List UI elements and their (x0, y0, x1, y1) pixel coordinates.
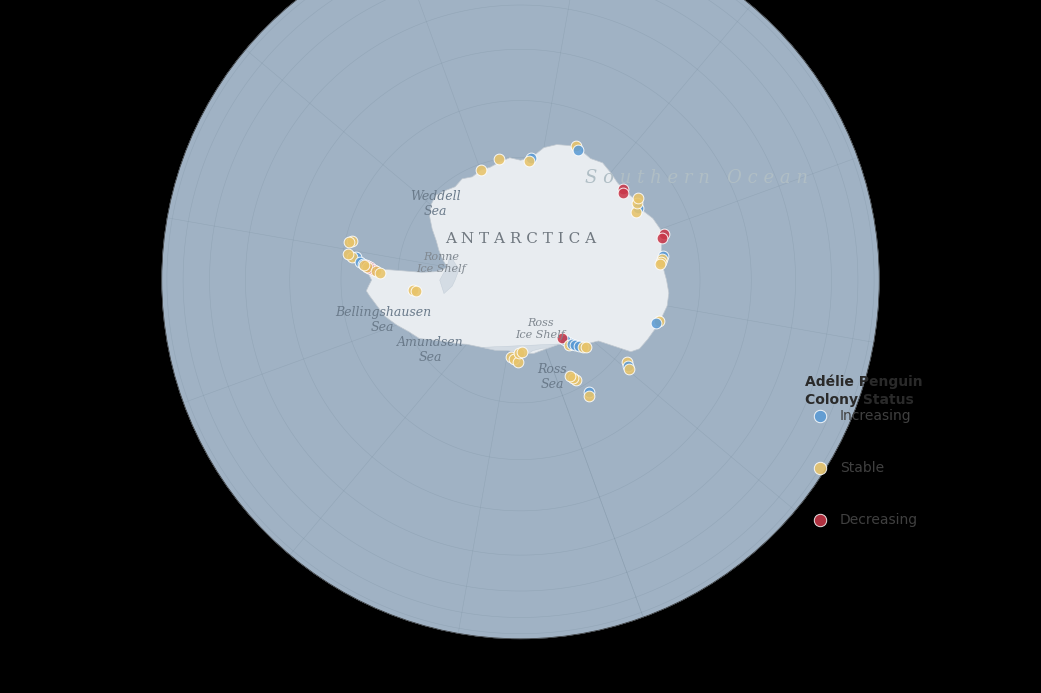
Point (614, 187, 631, 198)
Point (561, 371, 578, 382)
Point (581, 390, 598, 401)
Point (619, 360, 636, 371)
Point (520, 155, 537, 166)
Point (365, 264, 382, 275)
Point (822, 158, 839, 169)
Point (567, 374, 584, 385)
Polygon shape (361, 145, 668, 353)
Point (629, 197, 645, 208)
Point (513, 346, 530, 357)
Point (615, 184, 632, 195)
Text: Ronne
Ice Shelf: Ronne Ice Shelf (416, 252, 466, 274)
Polygon shape (482, 344, 565, 354)
Point (363, 263, 380, 274)
Text: Bellingshausen
Sea: Bellingshausen Sea (335, 306, 431, 333)
Point (511, 348, 528, 359)
Point (620, 364, 637, 375)
Point (652, 258, 668, 270)
Point (569, 145, 586, 156)
Text: A N T A R C T I C A: A N T A R C T I C A (445, 232, 596, 247)
Text: Decreasing: Decreasing (840, 513, 918, 527)
Point (561, 339, 578, 350)
Circle shape (161, 0, 880, 639)
Point (651, 316, 667, 327)
Point (648, 317, 664, 328)
Text: Weddell
Sea: Weddell Sea (410, 190, 461, 218)
Point (656, 228, 672, 239)
Point (581, 387, 598, 398)
Polygon shape (439, 254, 459, 294)
Text: Ross
Sea: Ross Sea (537, 363, 567, 391)
Point (509, 356, 526, 367)
Point (628, 207, 644, 218)
Point (570, 340, 587, 351)
Point (344, 236, 360, 247)
Point (358, 261, 375, 272)
Point (822, 131, 839, 142)
Point (559, 336, 576, 347)
Point (505, 354, 522, 365)
Point (362, 262, 379, 273)
Point (355, 259, 372, 270)
Point (575, 341, 591, 352)
Point (654, 233, 670, 244)
Point (563, 339, 580, 350)
Text: Ross
Ice Shelf: Ross Ice Shelf (515, 319, 565, 340)
Point (357, 259, 374, 270)
Point (351, 256, 367, 267)
Point (340, 249, 357, 260)
Text: S o u t h e r n   O c e a n: S o u t h e r n O c e a n (585, 169, 808, 187)
Point (361, 263, 378, 274)
Point (367, 265, 384, 277)
Point (619, 356, 636, 367)
Point (348, 252, 364, 263)
Text: Increasing: Increasing (840, 409, 912, 423)
Point (567, 141, 584, 152)
Point (408, 286, 425, 297)
Point (345, 252, 361, 263)
Text: Stable: Stable (840, 461, 884, 475)
Point (578, 342, 594, 353)
Point (630, 203, 646, 214)
Point (405, 285, 422, 296)
Point (360, 261, 377, 272)
Text: Amundsen
Sea: Amundsen Sea (398, 336, 464, 365)
Point (523, 152, 539, 164)
Point (653, 256, 669, 267)
Point (503, 351, 519, 362)
Point (654, 254, 670, 265)
Point (554, 333, 570, 344)
Point (630, 193, 646, 204)
Point (372, 267, 388, 279)
Point (564, 373, 581, 384)
Point (567, 340, 584, 351)
Text: Adélie Penguin
Colony Status: Adélie Penguin Colony Status (806, 374, 923, 407)
Point (355, 258, 372, 269)
Point (341, 236, 358, 247)
Point (473, 165, 489, 176)
Point (655, 251, 671, 262)
Point (557, 335, 574, 346)
Point (822, 185, 839, 196)
Point (491, 154, 508, 165)
